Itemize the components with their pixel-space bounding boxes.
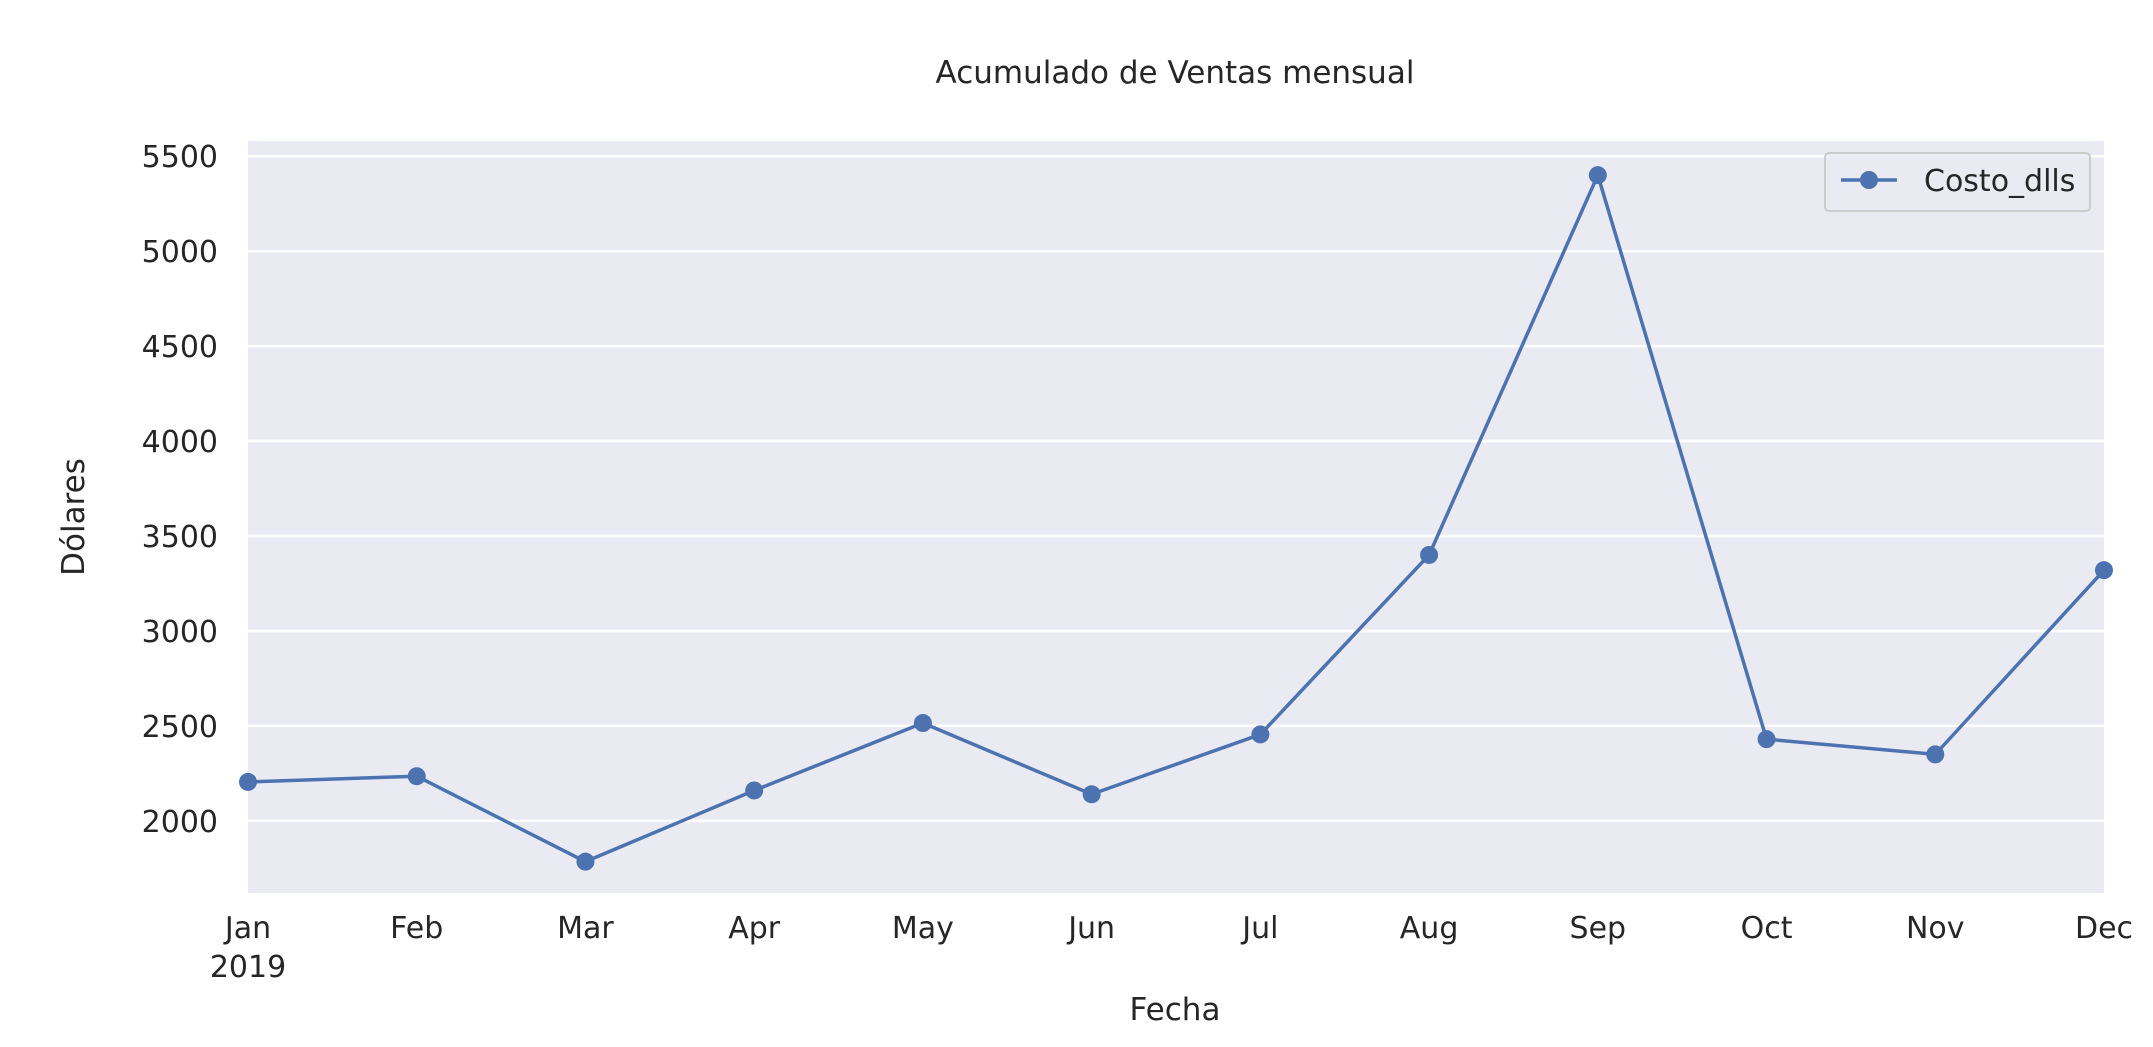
x-tick-label: Aug	[1400, 911, 1459, 946]
data-point	[576, 852, 595, 871]
x-tick-label: Jul	[1240, 911, 1278, 946]
y-tick-label: 4000	[142, 425, 218, 460]
y-tick-label: 3500	[142, 520, 218, 555]
legend-marker-sample	[1860, 171, 1878, 189]
x-axis-label: Fecha	[1130, 992, 1221, 1028]
legend: Costo_dlls	[1824, 152, 2091, 212]
x-tick-label: Oct	[1741, 911, 1793, 946]
x-tick-label: Jun	[1066, 911, 1115, 946]
x-tick-label: Apr	[728, 911, 781, 946]
y-tick-label: 4500	[142, 330, 218, 365]
data-point	[1757, 730, 1776, 749]
x-tick-label: Mar	[557, 911, 614, 946]
plot-area	[248, 141, 2104, 893]
data-point	[1082, 785, 1101, 804]
series-layer	[239, 166, 2113, 871]
y-axis-label: Dólares	[56, 458, 92, 576]
x-tick-label: Feb	[390, 911, 443, 946]
data-point	[745, 781, 764, 800]
y-tick-label: 2000	[142, 805, 218, 840]
y-axis-ticks: 2000 2500 3000 3500 4000 4500 5000 5500	[142, 140, 218, 840]
data-point	[1588, 166, 1607, 185]
y-tick-label: 5000	[142, 235, 218, 270]
y-tick-label: 2500	[142, 710, 218, 745]
x-tick-label: Sep	[1570, 911, 1627, 946]
x-tick-label: Jan	[223, 911, 271, 946]
data-point	[913, 714, 932, 733]
grid-lines	[248, 154, 2104, 823]
data-point	[1251, 725, 1270, 744]
data-point	[2095, 561, 2113, 580]
legend-box	[1824, 152, 2091, 212]
y-tick-label: 5500	[142, 140, 218, 175]
data-point	[1926, 745, 1945, 764]
x-tick-year-label: 2019	[210, 950, 286, 985]
legend-label: Costo_dlls	[1924, 164, 2075, 199]
data-point	[1420, 545, 1439, 564]
x-axis-ticks: Jan Feb Mar Apr May Jun Jul Aug Sep Oct Nov Dec 2019	[210, 911, 2133, 985]
data-point	[407, 767, 426, 786]
x-tick-label: Dec	[2075, 911, 2133, 946]
x-tick-label: Nov	[1906, 911, 1965, 946]
chart-title: Acumulado de Ventas mensual	[936, 55, 1415, 91]
y-tick-label: 3000	[142, 615, 218, 650]
series-line	[247, 173, 2106, 864]
data-point	[239, 772, 257, 791]
x-tick-label: May	[892, 911, 954, 946]
